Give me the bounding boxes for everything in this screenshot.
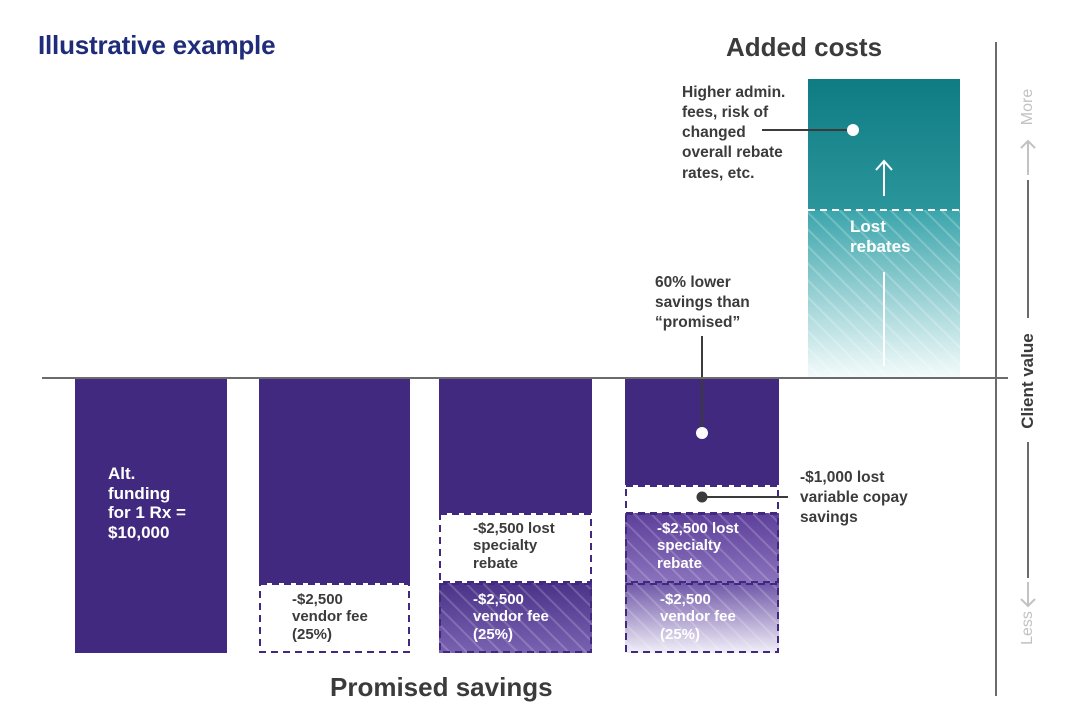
less-label: Less: [1019, 611, 1036, 645]
bar3-vendor-fee-label: -$2,500 vendor fee (25%): [473, 591, 549, 643]
note-line: savings than: [655, 294, 750, 312]
client-value-label: Client value: [1018, 333, 1037, 429]
added-costs-heading: Added costs: [726, 32, 883, 62]
vendor-fee-line: -$2,500: [292, 591, 343, 608]
bar1-label-line: funding: [108, 483, 171, 503]
vendor-fee-line: vendor fee: [292, 608, 368, 626]
bar4-rebate-border: [625, 513, 779, 583]
bar3-solid: [439, 378, 592, 513]
admin-fees-note: Higher admin. fees, risk of changed over…: [682, 83, 785, 184]
bar4-vendor-fee-border: [625, 583, 779, 653]
lost-rebates-line: rebates: [850, 236, 911, 256]
rebate-line: rebate: [473, 554, 519, 572]
promised-savings-heading: Promised savings: [330, 672, 553, 702]
up-arrow-head: [875, 159, 893, 171]
lost-rebates-line: Lost: [850, 217, 886, 236]
lost-rebates-label: Lost rebates: [850, 217, 910, 256]
bar3-rebate-label: -$2,500 lost specialty rebate: [473, 520, 555, 572]
rebate-line: rebate: [657, 554, 703, 572]
bar1-label-line: $10,000: [108, 522, 170, 542]
note-line: variable copay: [800, 489, 908, 507]
rebate-line: specialty: [657, 537, 722, 555]
bar1-label: Alt. funding for 1 Rx = $10,000: [108, 464, 186, 542]
bar4-rebate-label: -$2,500 lost specialty rebate: [657, 520, 739, 572]
bar1-label-line: for 1 Rx =: [108, 503, 186, 523]
bar4-vendor-fee-hatch: [625, 583, 779, 653]
vendor-fee-line: (25%): [292, 625, 333, 643]
bar2-vendor-fee-box: [259, 583, 410, 653]
more-label: More: [1019, 88, 1036, 126]
note-line: fees, risk of: [682, 104, 769, 122]
rebate-line: -$2,500 lost: [473, 520, 555, 537]
note-line: savings: [800, 509, 858, 527]
vendor-fee-line: -$2,500: [473, 591, 524, 608]
page-title: Illustrative example: [38, 30, 276, 60]
admin-callout-dot: [847, 124, 859, 136]
bar3-rebate-box: [439, 513, 592, 583]
bar2-solid: [259, 378, 410, 583]
copay-note: -$1,000 lost variable copay savings: [800, 468, 908, 528]
bar1-label-line: Alt.: [108, 464, 136, 483]
note-line: overall rebate: [682, 144, 783, 162]
bar4-vendor-fee-label: -$2,500 vendor fee (25%): [660, 591, 736, 643]
bar3-vendor-fee-hatch: [439, 583, 592, 653]
lower-savings-callout-dot: [696, 427, 708, 439]
note-line: -$1,000 lost: [800, 469, 885, 486]
note-line: Higher admin.: [682, 84, 786, 101]
vendor-fee-line: vendor fee: [473, 608, 549, 626]
vendor-fee-line: vendor fee: [660, 608, 736, 626]
vendor-fee-line: -$2,500: [660, 591, 711, 608]
axis-arrow-up-icon: [1020, 139, 1036, 149]
bar2-vendor-fee-label: -$2,500 vendor fee (25%): [292, 591, 368, 643]
axis-arrow-down-icon: [1020, 598, 1036, 608]
note-line: rates, etc.: [682, 164, 755, 182]
vendor-fee-line: (25%): [473, 625, 514, 643]
note-line: “promised”: [655, 314, 741, 332]
bar1-solid: [75, 378, 227, 653]
rebate-line: -$2,500 lost: [657, 520, 739, 537]
lower-savings-note: 60% lower savings than “promised”: [655, 273, 750, 333]
note-line: 60% lower: [655, 274, 731, 291]
note-line: changed: [682, 124, 746, 142]
vendor-fee-line: (25%): [660, 625, 701, 643]
bar3-vendor-fee-border: [439, 583, 592, 653]
rebate-line: specialty: [473, 537, 538, 555]
bar4-rebate-hatch: [625, 513, 779, 583]
